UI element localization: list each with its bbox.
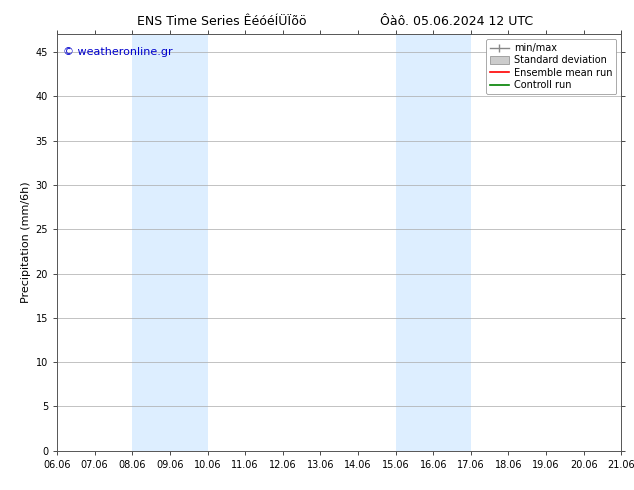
Y-axis label: Precipitation (mm/6h): Precipitation (mm/6h): [22, 182, 31, 303]
Bar: [133, 34, 207, 451]
Text: © weatheronline.gr: © weatheronline.gr: [63, 47, 172, 57]
Text: Ôàô. 05.06.2024 12 UTC: Ôàô. 05.06.2024 12 UTC: [380, 15, 533, 28]
Text: ENS Time Series ÊéóéÍÜÏõö: ENS Time Series ÊéóéÍÜÏõö: [137, 15, 307, 28]
Bar: [396, 34, 471, 451]
Legend: min/max, Standard deviation, Ensemble mean run, Controll run: min/max, Standard deviation, Ensemble me…: [486, 39, 616, 94]
